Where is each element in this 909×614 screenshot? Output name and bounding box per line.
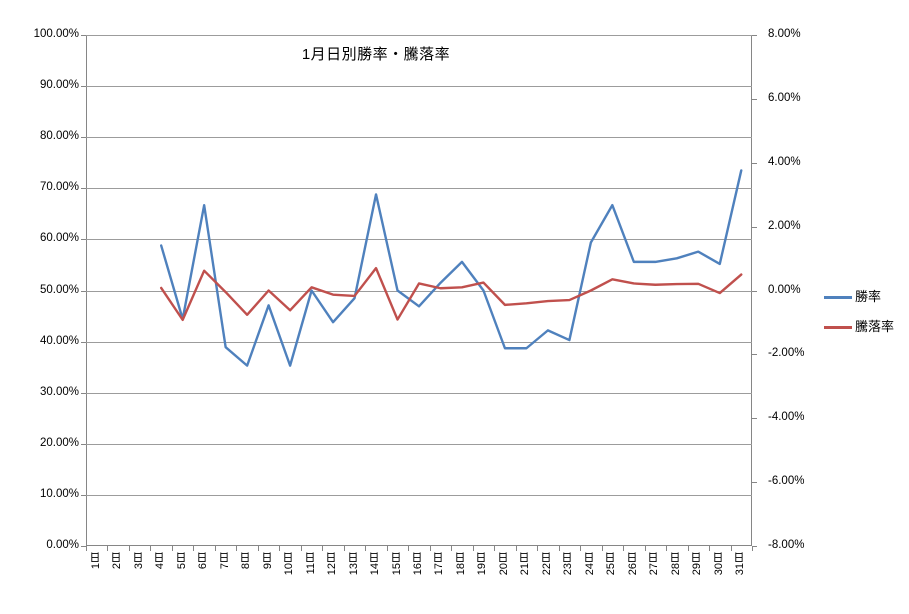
x-tick-5 <box>193 546 195 551</box>
y-tick-left-2 <box>81 443 86 445</box>
legend-item-0[interactable]: 勝率 <box>824 282 909 312</box>
x-tick-23 <box>580 546 582 551</box>
legend-label-1: 騰落率 <box>855 319 895 334</box>
chart-title: 1月日別勝率・騰落率 <box>301 46 451 63</box>
gridline-left-9 <box>86 86 752 88</box>
y-tick-right-1 <box>752 482 757 484</box>
y-tick-left-0 <box>81 546 86 547</box>
y-tick-right-5 <box>752 226 757 228</box>
x-tick-16 <box>429 546 431 551</box>
y-axis-label-left-9: 90.00% <box>39 79 79 92</box>
y-axis-label-left-3: 30.00% <box>39 385 79 398</box>
y-axis-label-right-5: 2.00% <box>768 219 801 232</box>
x-tick-1 <box>107 546 109 551</box>
y-tick-left-9 <box>81 86 86 88</box>
x-tick-28 <box>687 546 689 551</box>
x-tick-14 <box>386 546 388 551</box>
y-axis-label-right-2: -4.00% <box>768 411 805 424</box>
y-axis-label-left-10: 100.00% <box>33 28 79 40</box>
y-tick-left-5 <box>81 290 86 292</box>
y-axis-label-left-2: 20.00% <box>39 436 79 449</box>
gridline-left-1 <box>86 494 752 496</box>
y-tick-left-10 <box>81 35 86 36</box>
x-tick-27 <box>666 546 668 551</box>
y-tick-right-6 <box>752 162 757 164</box>
y-axis-label-right-0: -8.00% <box>768 539 805 551</box>
y-axis-label-right-1: -6.00% <box>768 475 805 488</box>
y-axis-label-left-4: 40.00% <box>39 334 79 347</box>
x-tick-7 <box>236 546 238 551</box>
x-tick-30 <box>730 546 732 551</box>
y-tick-left-7 <box>81 188 86 190</box>
x-tick-0 <box>86 546 87 551</box>
y-tick-left-6 <box>81 239 86 241</box>
x-tick-17 <box>451 546 453 551</box>
x-tick-18 <box>472 546 474 551</box>
gridline-left-4 <box>86 341 752 343</box>
x-tick-22 <box>558 546 560 551</box>
y-tick-right-2 <box>752 418 757 420</box>
y-tick-left-1 <box>81 494 86 496</box>
x-tick-8 <box>257 546 259 551</box>
x-tick-11 <box>322 546 324 551</box>
series-line-騰落率 <box>159 266 743 322</box>
y-axis-label-right-3: -2.00% <box>768 347 805 360</box>
y-tick-left-4 <box>81 341 86 343</box>
y-tick-right-3 <box>752 354 757 356</box>
y-axis-label-right-6: 4.00% <box>768 155 801 168</box>
y-axis-label-left-0: 0.00% <box>46 539 79 551</box>
x-tick-20 <box>515 546 517 551</box>
y-axis-label-left-6: 60.00% <box>39 232 79 245</box>
legend-label-0: 勝率 <box>855 289 882 304</box>
x-tick-9 <box>279 546 281 551</box>
x-tick-6 <box>214 546 216 551</box>
x-tick-12 <box>343 546 345 551</box>
y-tick-right-4 <box>752 290 757 292</box>
gridline-left-2 <box>86 443 752 445</box>
x-tick-13 <box>365 546 367 551</box>
x-tick-3 <box>150 546 152 551</box>
x-tick-26 <box>644 546 646 551</box>
y-axis-label-right-8: 8.00% <box>768 28 801 40</box>
y-axis-label-right-7: 6.00% <box>768 91 801 104</box>
chart-legend: 勝率 騰落率 <box>824 282 909 342</box>
y-axis-label-left-1: 10.00% <box>39 487 79 500</box>
y-tick-right-0 <box>752 546 757 547</box>
gridline-left-10 <box>86 35 752 36</box>
x-tick-25 <box>623 546 625 551</box>
legend-swatch-icon-1 <box>824 325 852 329</box>
x-tick-15 <box>408 546 410 551</box>
gridline-left-8 <box>86 137 752 139</box>
y-axis-label-left-7: 70.00% <box>39 181 79 194</box>
y-tick-right-8 <box>752 35 757 36</box>
x-tick-19 <box>494 546 496 551</box>
y-axis-label-right-4: 0.00% <box>768 283 801 296</box>
y-axis-label-left-5: 50.00% <box>39 283 79 296</box>
x-tick-21 <box>537 546 539 551</box>
x-tick-4 <box>171 546 173 551</box>
gridline-left-7 <box>86 188 752 190</box>
x-tick-2 <box>128 546 130 551</box>
y-tick-right-7 <box>752 98 757 100</box>
gridline-left-3 <box>86 392 752 394</box>
x-tick-10 <box>300 546 302 551</box>
legend-item-1[interactable]: 騰落率 <box>824 312 909 342</box>
legend-swatch-icon-0 <box>824 295 852 299</box>
x-tick-31 <box>752 546 753 551</box>
gridline-left-6 <box>86 239 752 241</box>
series-line-勝率 <box>159 169 743 367</box>
y-tick-left-3 <box>81 392 86 394</box>
y-axis-label-left-8: 80.00% <box>39 130 79 143</box>
gridline-left-5 <box>86 290 752 292</box>
y-tick-left-8 <box>81 137 86 139</box>
x-tick-29 <box>709 546 711 551</box>
x-tick-24 <box>601 546 603 551</box>
